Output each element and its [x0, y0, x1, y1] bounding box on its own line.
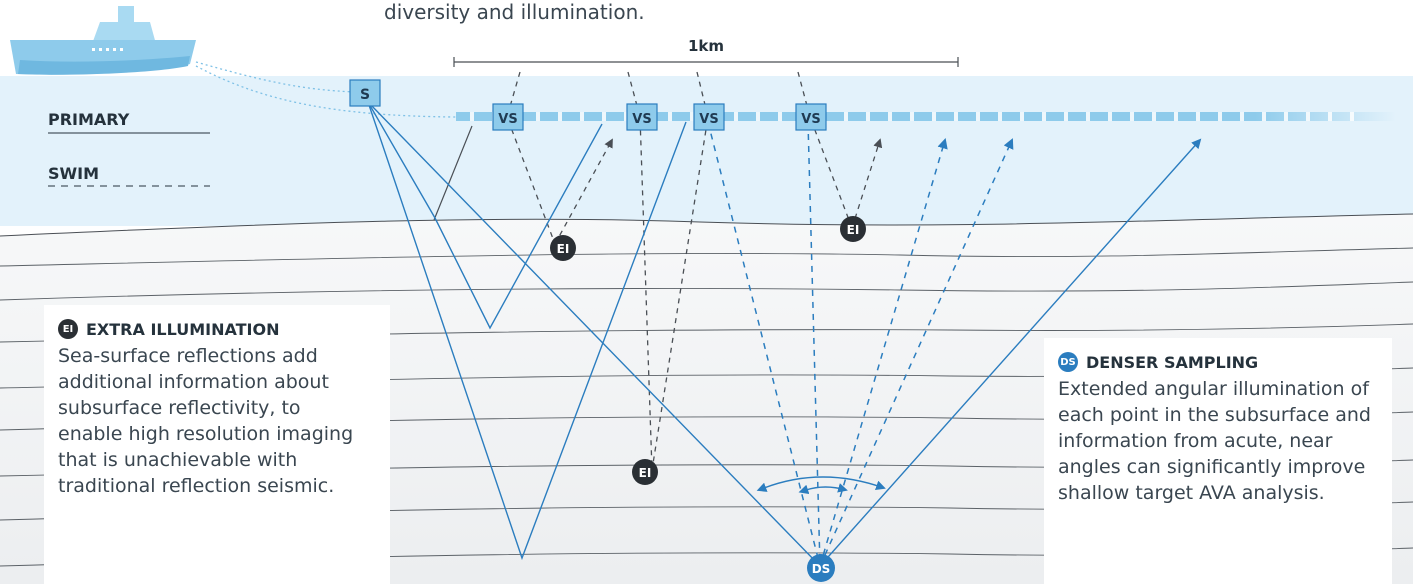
streamer-segment [1240, 112, 1244, 121]
ds-badge-label: DS [812, 562, 831, 576]
streamer-segment [1262, 112, 1266, 121]
blue-solid-rays [367, 101, 1202, 567]
stratum-line [0, 281, 1413, 301]
ray-vs4-ds [807, 121, 821, 567]
streamer-segment [1152, 112, 1156, 121]
streamer-cable [456, 112, 1396, 121]
denser-sampling-heading: DS DENSER SAMPLING [1058, 352, 1378, 372]
ray-s-ds [367, 101, 821, 567]
virtual-source-label: VS [498, 112, 517, 127]
scale-label: 1km [688, 37, 724, 55]
swim-label: SWIM [48, 164, 100, 183]
streamer-segment [932, 112, 936, 121]
streamer-segment [558, 112, 562, 121]
virtual-source-node: VS [626, 103, 658, 131]
ray-vs2-ei2 [627, 71, 653, 471]
ray-vs3-ds [707, 121, 821, 567]
streamer-segment [954, 112, 958, 121]
streamer-segment [976, 112, 980, 121]
streamer-segment [470, 112, 474, 121]
ray-s-deep [367, 101, 687, 561]
sea-floor-line [0, 213, 1413, 237]
virtual-source-label: VS [699, 112, 718, 127]
streamer-segment [668, 112, 672, 121]
denser-sampling-text: Extended angular illumination of each po… [1058, 378, 1371, 504]
denser-sampling-title: DENSER SAMPLING [1086, 352, 1259, 372]
streamer-segment [602, 112, 606, 121]
virtual-source-label: VS [801, 112, 820, 127]
ray-s-multiple [367, 101, 603, 330]
streamer-segment [1328, 112, 1332, 121]
denser-sampling-badge-icon: DS [807, 554, 835, 582]
ray-vs3-ei2 [651, 71, 709, 471]
streamer-segment [1218, 112, 1222, 121]
scale-bar [453, 57, 959, 67]
extra-illumination-badge-icon: EI [550, 235, 576, 261]
virtual-source-node: VS [492, 103, 524, 131]
streamer-segments [470, 112, 1354, 121]
ei-badge-label: EI [639, 466, 652, 480]
streamer-segment [866, 112, 870, 121]
dark-solid-rays [433, 125, 473, 221]
extra-illumination-legend-icon: EI [58, 319, 78, 339]
tow-cable-source [195, 61, 357, 93]
wide-angle-arc [756, 476, 886, 492]
streamer-segment [1042, 112, 1046, 121]
dark-dashed-rays [506, 71, 883, 471]
primary-label: PRIMARY [48, 110, 130, 129]
ei-badge-label: EI [557, 242, 570, 256]
streamer-segment [998, 112, 1002, 121]
streamer-segment [624, 112, 628, 121]
streamer-segment [1284, 112, 1288, 121]
streamer-segment [910, 112, 914, 121]
ray-ds-up [819, 138, 1202, 567]
sea-layer [0, 76, 1413, 226]
ds-legend-label: DS [1060, 356, 1076, 368]
tow-cables [195, 61, 457, 118]
narrow-angle-arc [798, 483, 848, 495]
streamer-segment [1108, 112, 1112, 121]
streamer-segment [1306, 112, 1310, 121]
streamer-segment [1350, 112, 1354, 121]
streamer-segment [1064, 112, 1068, 121]
extra-illumination-callout: EI EXTRA ILLUMINATION Sea-surface reflec… [44, 305, 390, 584]
streamer-segment [1174, 112, 1178, 121]
ray-ds-up-b [819, 138, 1014, 567]
extra-illumination-badge-icon: EI [840, 216, 866, 242]
stratum-line [0, 247, 1413, 267]
streamer-segment [1130, 112, 1134, 121]
streamer-segment [690, 112, 694, 121]
ray-ds-up-a [819, 137, 948, 567]
ship-icon [10, 6, 196, 75]
streamer-segment [756, 112, 760, 121]
streamer-segment [1196, 112, 1200, 121]
virtual-source-node: VS [693, 103, 725, 131]
extra-illumination-badge-icon: EI [632, 459, 658, 485]
source-node-label: S [360, 87, 370, 103]
streamer-segment [888, 112, 892, 121]
blue-dashed-rays [707, 121, 1014, 567]
streamer-segment [734, 112, 738, 121]
streamer-segment [536, 112, 540, 121]
virtual-source-label: VS [632, 112, 651, 127]
ei-legend-label: EI [62, 323, 74, 335]
extra-illumination-heading: EI EXTRA ILLUMINATION [58, 319, 376, 339]
source-node: S [349, 79, 381, 107]
denser-sampling-callout: DS DENSER SAMPLING Extended angular illu… [1044, 338, 1392, 584]
streamer-segment [1086, 112, 1090, 121]
denser-sampling-legend-icon: DS [1058, 352, 1078, 372]
streamer-segment [580, 112, 584, 121]
ghost-ray [433, 125, 473, 221]
extra-illumination-text: Sea-surface reflections add additional i… [58, 345, 354, 497]
streamer-segment [1020, 112, 1024, 121]
streamer-segment [844, 112, 848, 121]
virtual-source-node: VS [795, 103, 827, 131]
streamer-segment [778, 112, 782, 121]
top-caption: diversity and illumination. [384, 0, 645, 24]
extra-illumination-title: EXTRA ILLUMINATION [86, 319, 280, 339]
ei-badge-label: EI [847, 223, 860, 237]
